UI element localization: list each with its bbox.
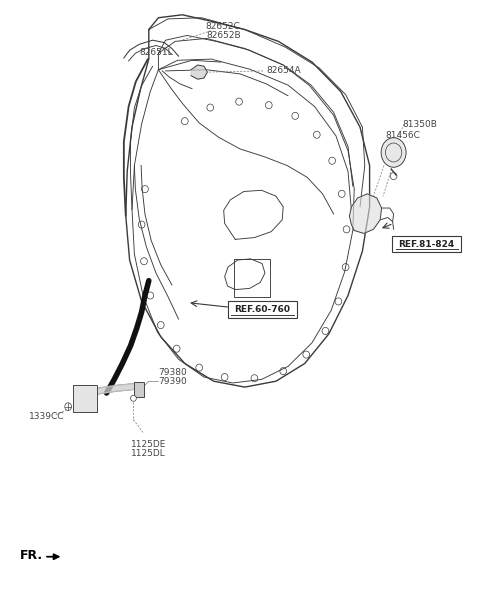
Ellipse shape xyxy=(381,138,406,167)
Polygon shape xyxy=(85,383,138,396)
Text: 1125DL: 1125DL xyxy=(132,449,166,458)
Text: 81350B: 81350B xyxy=(403,119,437,129)
Polygon shape xyxy=(349,194,382,233)
Polygon shape xyxy=(191,65,207,79)
Text: 82651L: 82651L xyxy=(139,47,173,57)
Text: 79380: 79380 xyxy=(158,368,187,377)
Text: REF.81-824: REF.81-824 xyxy=(398,239,455,249)
Text: 81456C: 81456C xyxy=(386,131,420,141)
FancyBboxPatch shape xyxy=(73,385,97,412)
Text: 79390: 79390 xyxy=(158,376,187,386)
Text: 1339CC: 1339CC xyxy=(29,411,65,421)
Text: 1125DE: 1125DE xyxy=(131,440,167,449)
FancyBboxPatch shape xyxy=(392,236,461,252)
FancyBboxPatch shape xyxy=(134,382,144,397)
FancyBboxPatch shape xyxy=(228,301,297,318)
Ellipse shape xyxy=(65,403,72,410)
Text: 82652B: 82652B xyxy=(206,31,240,40)
Ellipse shape xyxy=(131,395,136,401)
Text: 82652C: 82652C xyxy=(206,22,240,31)
Text: REF.60-760: REF.60-760 xyxy=(235,305,290,314)
Text: FR.: FR. xyxy=(20,549,43,562)
Text: 82654A: 82654A xyxy=(266,66,301,76)
